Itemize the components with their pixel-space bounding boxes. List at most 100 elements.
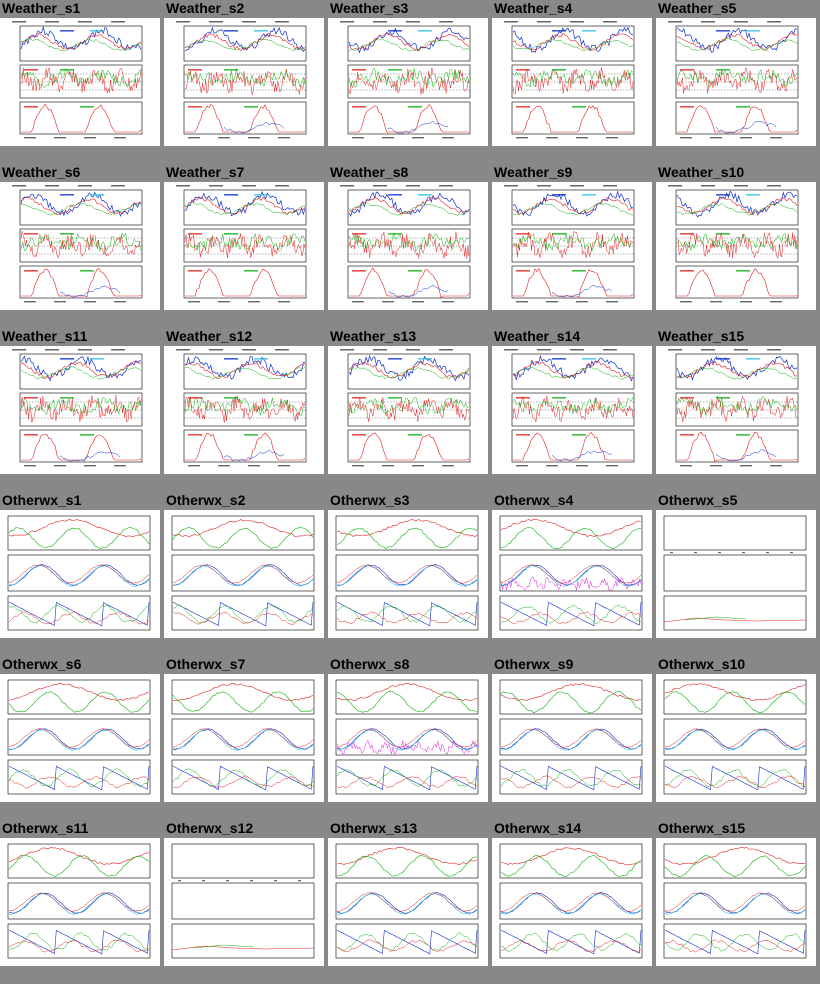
thumbnail-cell[interactable]: Otherwx_s13 [328, 820, 490, 984]
thumbnail-cell[interactable]: Otherwx_s3 [328, 492, 490, 656]
thumbnail-cell[interactable]: Otherwx_s11 [0, 820, 162, 984]
plot-thumbnail[interactable] [164, 674, 324, 802]
thumbnail-cell[interactable]: Weather_s12 [164, 328, 326, 492]
plot-thumbnail[interactable] [656, 182, 816, 310]
plot-thumbnail[interactable] [492, 346, 652, 474]
plot-thumbnail[interactable] [164, 838, 324, 966]
series-cyan [500, 729, 642, 751]
date-label [603, 185, 617, 187]
thumbnail-cell[interactable]: Otherwx_s9 [492, 656, 654, 820]
date-label [12, 349, 26, 351]
thumbnail-cell[interactable]: Otherwx_s4 [492, 492, 654, 656]
thumbnail-cell[interactable]: Weather_s2 [164, 0, 326, 164]
tiny-label [746, 194, 760, 196]
thumbnail-cell[interactable]: Otherwx_s8 [328, 656, 490, 820]
plot-thumbnail[interactable] [656, 18, 816, 146]
plot-thumbnail[interactable] [164, 18, 324, 146]
plot-thumbnail[interactable] [164, 346, 324, 474]
plot-image [7, 679, 151, 795]
series-green [172, 768, 314, 788]
plot-thumbnail[interactable] [164, 510, 324, 638]
series-green [172, 604, 314, 624]
thumbnail-cell[interactable]: Otherwx_s7 [164, 656, 326, 820]
plot-thumbnail[interactable] [328, 674, 488, 802]
plot-thumbnail[interactable] [328, 838, 488, 966]
thumbnail-cell[interactable]: Weather_s8 [328, 164, 490, 328]
thumbnail-cell[interactable]: Weather_s10 [656, 164, 818, 328]
panel-1 [335, 843, 479, 879]
tick-label [202, 880, 205, 882]
thumbnail-title: Weather_s11 [2, 328, 88, 344]
thumbnail-cell[interactable]: Weather_s6 [0, 164, 162, 328]
panel-temperature [347, 25, 471, 62]
tiny-label [516, 233, 530, 235]
tiny-label [352, 397, 366, 399]
plot-thumbnail[interactable] [0, 510, 160, 638]
thumbnail-cell[interactable]: Otherwx_s1 [0, 492, 162, 656]
tiny-label [680, 233, 694, 235]
thumbnail-title: Weather_s6 [2, 164, 81, 180]
plot-thumbnail[interactable] [492, 18, 652, 146]
plot-thumbnail[interactable] [0, 674, 160, 802]
series-green [348, 366, 470, 380]
plot-thumbnail[interactable] [0, 838, 160, 966]
plot-thumbnail[interactable] [164, 182, 324, 310]
plot-thumbnail[interactable] [492, 510, 652, 638]
thumbnail-cell[interactable]: Weather_s14 [492, 328, 654, 492]
thumbnail-cell[interactable]: Weather_s4 [492, 0, 654, 164]
series-red [677, 431, 798, 463]
panel-2 [499, 718, 643, 756]
plot-thumbnail[interactable] [328, 346, 488, 474]
series-blue [172, 601, 314, 627]
plot-thumbnail[interactable] [328, 182, 488, 310]
tiny-label [224, 194, 238, 196]
thumbnail-cell[interactable]: Weather_s7 [164, 164, 326, 328]
plot-thumbnail[interactable] [492, 674, 652, 802]
thumbnail-title: Otherwx_s3 [330, 492, 410, 508]
thumbnail-cell[interactable]: Otherwx_s6 [0, 656, 162, 820]
thumbnail-cell[interactable]: Weather_s15 [656, 328, 818, 492]
thumbnail-cell[interactable]: Weather_s13 [328, 328, 490, 492]
panel-wind [675, 392, 799, 427]
thumbnail-title: Weather_s5 [658, 0, 737, 16]
tiny-label [254, 194, 268, 196]
thumbnail-cell[interactable]: Otherwx_s10 [656, 656, 818, 820]
thumbnail-cell[interactable]: Otherwx_s12 [164, 820, 326, 984]
plot-thumbnail[interactable] [0, 18, 160, 146]
series-blue [8, 892, 150, 914]
plot-thumbnail[interactable] [0, 182, 160, 310]
plot-thumbnail[interactable] [328, 510, 488, 638]
thumbnail-cell[interactable]: Otherwx_s14 [492, 820, 654, 984]
date-label [111, 349, 125, 351]
panel-3 [499, 759, 643, 795]
plot-image [668, 185, 799, 303]
panel-wind [183, 64, 307, 99]
series-red [172, 564, 314, 584]
date-label [412, 465, 424, 467]
thumbnail-cell[interactable]: Otherwx_s15 [656, 820, 818, 984]
series-red [677, 267, 798, 297]
plot-image [171, 515, 315, 631]
plot-thumbnail[interactable] [656, 510, 816, 638]
plot-thumbnail[interactable] [656, 346, 816, 474]
plot-thumbnail[interactable] [656, 674, 816, 802]
tiny-label [254, 358, 268, 360]
thumbnail-cell[interactable]: Weather_s3 [328, 0, 490, 164]
plot-thumbnail[interactable] [492, 182, 652, 310]
plot-thumbnail[interactable] [656, 838, 816, 966]
thumbnail-cell[interactable]: Weather_s11 [0, 328, 162, 492]
plot-thumbnail[interactable] [0, 346, 160, 474]
series-red [664, 939, 806, 953]
tiny-label [24, 270, 38, 272]
panel-temperature [183, 353, 307, 390]
thumbnail-cell[interactable]: Otherwx_s2 [164, 492, 326, 656]
thumbnail-title: Otherwx_s7 [166, 656, 246, 672]
thumbnail-cell[interactable]: Otherwx_s5 [656, 492, 818, 656]
plot-thumbnail[interactable] [492, 838, 652, 966]
plot-thumbnail[interactable] [328, 18, 488, 146]
plot-image [335, 843, 479, 959]
thumbnail-cell[interactable]: Weather_s1 [0, 0, 162, 164]
thumbnail-cell[interactable]: Weather_s9 [492, 164, 654, 328]
date-label [373, 349, 387, 351]
thumbnail-cell[interactable]: Weather_s5 [656, 0, 818, 164]
